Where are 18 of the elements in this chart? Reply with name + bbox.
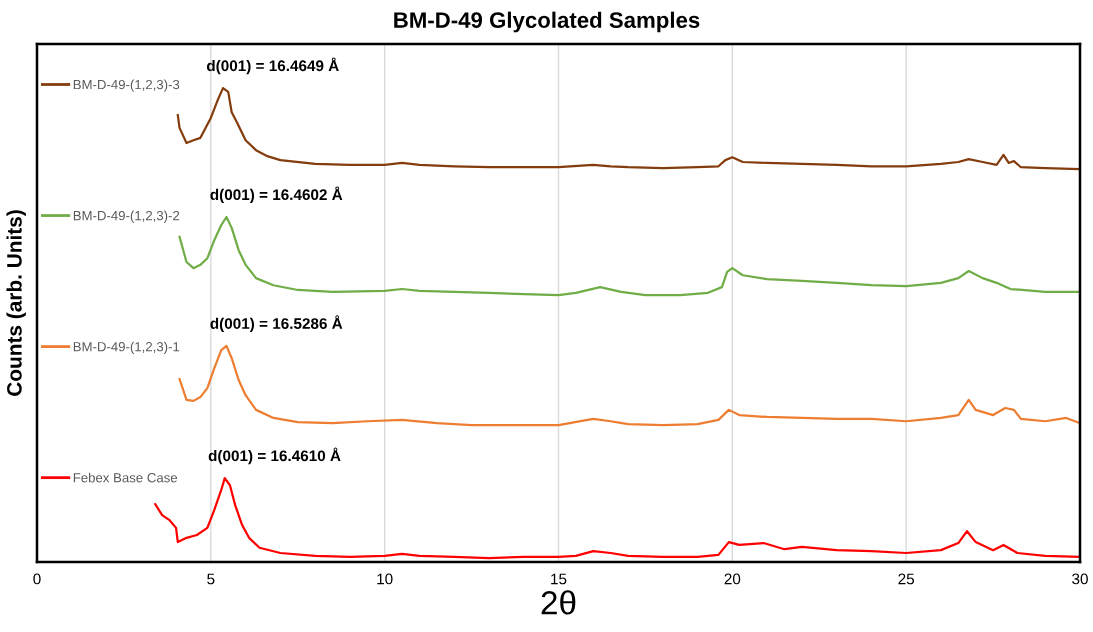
y-axis-title: Counts (arb. Units)	[6, 210, 26, 396]
annotation: d(001) = 16.5286 Å	[210, 315, 343, 332]
legend-label: Febex Base Case	[73, 472, 178, 483]
x-axis-title: 2θ	[541, 590, 576, 615]
x-tick-label: 10	[377, 573, 393, 585]
legend-label: BM-D-49-(1,2,3)-3	[73, 79, 180, 92]
x-tick-label: 25	[898, 573, 915, 585]
x-tick-label: 30	[1072, 573, 1088, 585]
chart-title: BM-D-49 Glycolated Samples	[394, 11, 700, 33]
x-tick-label: 15	[551, 573, 567, 585]
x-tick-label: 20	[724, 573, 741, 585]
legend-label: BM-D-49-(1,2,3)-1	[73, 341, 180, 354]
annotation: d(001) = 16.4610 Å	[208, 447, 341, 465]
annotation: d(001) = 16.4602 Å	[210, 186, 343, 204]
x-tick-label: 5	[207, 573, 215, 585]
legend-label: BM-D-49-(1,2,3)-2	[73, 210, 180, 223]
annotation: d(001) = 16.4649 Å	[206, 57, 339, 75]
x-tick-label: 0	[33, 573, 41, 585]
